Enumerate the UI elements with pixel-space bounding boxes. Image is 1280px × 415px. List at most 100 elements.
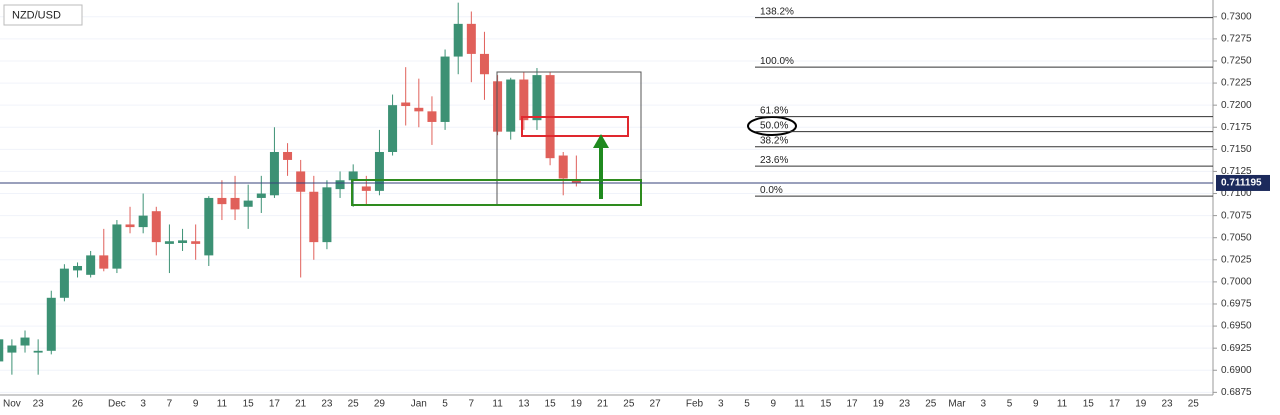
x-tick-label: 11 (217, 399, 228, 410)
fib-label: 138.2% (760, 6, 794, 17)
x-tick-label: 25 (925, 399, 937, 410)
candle-body (348, 171, 358, 181)
candle-body (86, 255, 96, 275)
candle-body (178, 240, 188, 244)
x-tick-label: 23 (33, 399, 45, 410)
x-tick-label: 9 (770, 399, 776, 410)
last-price-box (1216, 174, 1270, 191)
candle-body (46, 297, 56, 351)
x-tick-label: 19 (571, 399, 583, 410)
x-tick-label: 17 (1109, 399, 1121, 410)
x-tick-label: 23 (899, 399, 911, 410)
x-tick-label: 15 (243, 399, 255, 410)
x-tick-label: 7 (469, 399, 475, 410)
x-tick-label: 9 (1033, 399, 1039, 410)
fib-label: 100.0% (760, 56, 794, 67)
candle-body (506, 79, 516, 132)
x-tick-label: 15 (820, 399, 832, 410)
candle-body (256, 193, 266, 198)
y-tick-label: 0.7075 (1221, 210, 1252, 221)
candle-body (191, 241, 201, 244)
x-tick-label: 11 (794, 399, 805, 410)
x-tick-label: 23 (321, 399, 333, 410)
y-tick-label: 0.7175 (1221, 122, 1252, 133)
candle-body (571, 180, 581, 183)
candle-body (217, 197, 227, 205)
candle-body (335, 180, 345, 190)
x-tick-label: 3 (140, 399, 146, 410)
x-tick-label: 23 (1161, 399, 1173, 410)
y-tick-label: 0.7200 (1221, 100, 1252, 111)
y-tick-label: 0.6975 (1221, 299, 1252, 310)
x-tick-label: 25 (1188, 399, 1200, 410)
fib-label: 23.6% (760, 155, 788, 166)
candle-body (283, 151, 293, 160)
candle-body (112, 224, 122, 269)
x-tick-label: 11 (492, 399, 503, 410)
candle-body (401, 102, 411, 107)
x-tick-label: 25 (348, 399, 360, 410)
x-tick-label: 21 (295, 399, 307, 410)
y-tick-label: 0.7225 (1221, 78, 1252, 89)
y-tick-label: 0.6925 (1221, 343, 1252, 354)
candle-body (164, 241, 174, 244)
candle-body (440, 56, 450, 122)
x-tick-label: 21 (597, 399, 609, 410)
y-tick-label: 0.7125 (1221, 166, 1252, 177)
x-tick-label: 11 (1057, 399, 1068, 410)
plot (0, 2, 581, 375)
candle-body (427, 111, 437, 122)
candle-body (151, 211, 161, 243)
y-tick-label: 0.6950 (1221, 321, 1252, 332)
target-box (521, 116, 629, 137)
candle-body (414, 107, 424, 112)
candle-body (7, 345, 17, 353)
candle-body (269, 151, 279, 196)
candle-body (532, 75, 542, 121)
candle-body (493, 81, 503, 132)
candle-body (204, 197, 214, 256)
y-tick-label: 0.7050 (1221, 232, 1252, 243)
candle-body (0, 339, 4, 362)
x-tick-label: 9 (193, 399, 199, 410)
y-tick-label: 0.6875 (1221, 387, 1252, 398)
x-tick-label: 5 (744, 399, 750, 410)
grid (0, 16, 1213, 393)
candle-body (125, 224, 135, 228)
last-price-label: 0.711195 (1221, 178, 1262, 189)
y-tick-label: 0.7100 (1221, 188, 1252, 199)
candle-body (20, 337, 30, 346)
candle-body (99, 255, 109, 269)
x-tick-label: Mar (948, 399, 966, 410)
candle-body (73, 265, 83, 271)
x-tick-label: Jan (411, 399, 427, 410)
x-tick-label: 19 (873, 399, 885, 410)
candle-body (230, 197, 240, 210)
y-tick-label: 0.7000 (1221, 277, 1252, 288)
x-tick-label: 17 (846, 399, 858, 410)
y-tick-label: 0.7025 (1221, 254, 1252, 265)
symbol-label: NZD/USD (12, 9, 61, 21)
x-tick-label: 27 (650, 399, 662, 410)
x-tick-label: 3 (718, 399, 724, 410)
x-tick-label: 17 (269, 399, 281, 410)
y-tick-label: 0.7250 (1221, 56, 1252, 67)
candle-body (138, 215, 148, 228)
support-box (351, 179, 642, 206)
x-tick-label: 13 (518, 399, 530, 410)
x-tick-label: 5 (1007, 399, 1013, 410)
x-tick-label: 15 (545, 399, 557, 410)
y-tick-label: 0.7300 (1221, 11, 1252, 22)
x-tick-label: 3 (980, 399, 986, 410)
x-tick-label: Nov (3, 399, 21, 410)
fib-label: 38.2% (760, 135, 788, 146)
candle-body (296, 171, 306, 192)
candle-body (479, 53, 489, 75)
candle-body (33, 350, 43, 353)
candle-body (361, 186, 371, 191)
x-tick-label: Dec (108, 399, 126, 410)
candle-body (322, 187, 332, 243)
x-tick-label: 26 (72, 399, 84, 410)
